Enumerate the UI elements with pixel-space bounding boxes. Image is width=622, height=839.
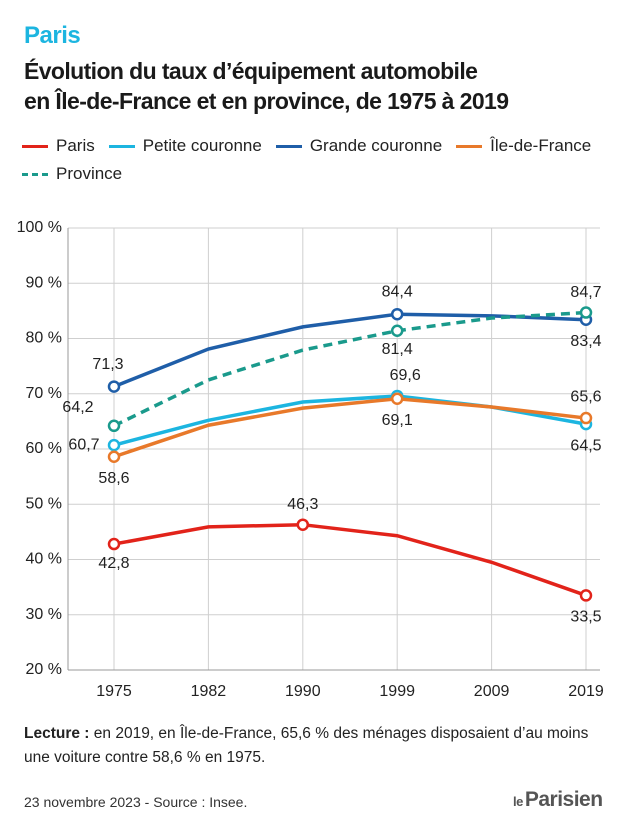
legend-item: Île-de-France bbox=[456, 136, 591, 156]
data-point bbox=[390, 324, 404, 338]
data-label: 46,3 bbox=[287, 496, 318, 513]
legend-swatch bbox=[108, 144, 135, 148]
legend-label: Petite couronne bbox=[142, 136, 262, 155]
data-label: 58,6 bbox=[98, 470, 129, 487]
y-tick-label: 100 % bbox=[17, 219, 62, 236]
source: 23 novembre 2023 - Source : Insee. bbox=[24, 794, 248, 810]
logo: leParisien bbox=[513, 788, 603, 812]
data-label: 84,7 bbox=[570, 284, 601, 301]
series-line bbox=[113, 396, 587, 459]
legend-item: Petite couronne bbox=[108, 136, 262, 156]
legend-swatch bbox=[22, 144, 48, 148]
data-label: 84,4 bbox=[382, 283, 413, 300]
legend-item: Paris bbox=[22, 136, 95, 156]
legend-label: Île-de-France bbox=[490, 136, 592, 155]
x-tick-label: 2019 bbox=[568, 683, 604, 700]
series-line bbox=[113, 522, 587, 598]
data-label: 33,5 bbox=[570, 609, 601, 626]
data-label: 65,6 bbox=[570, 388, 601, 405]
data-label: 69,6 bbox=[390, 367, 421, 384]
data-point bbox=[579, 411, 593, 425]
x-tick-label: 1990 bbox=[285, 683, 321, 700]
chart: 20 % 30 % 40 % 50 % 60 % 70 % 80 % 90 % 100 % 197… bbox=[17, 219, 604, 700]
data-label: 42,8 bbox=[98, 555, 129, 572]
y-tick-label: 90 % bbox=[26, 274, 62, 291]
x-tick-label: 1999 bbox=[379, 683, 415, 700]
x-tick-label: 1982 bbox=[191, 683, 227, 700]
legend-swatch bbox=[275, 144, 302, 148]
data-point bbox=[579, 306, 593, 319]
note: Lecture : en 2019, en Île-de-France, 65,… bbox=[24, 722, 609, 770]
note-text: en 2019, en Île-de-France, 65,6 % des mé… bbox=[24, 725, 589, 766]
legend-item: Grande couronne bbox=[275, 136, 443, 156]
data-label: 69,1 bbox=[382, 412, 413, 429]
legend-label: Grande couronne bbox=[309, 136, 443, 155]
y-tick-label: 20 % bbox=[26, 661, 62, 678]
x-tick-label: 2009 bbox=[474, 683, 510, 700]
note-label: Lecture : bbox=[24, 725, 90, 742]
data-label: 71,3 bbox=[92, 356, 123, 373]
legend-swatch bbox=[22, 172, 48, 176]
data-point bbox=[107, 419, 121, 433]
legend-swatch bbox=[456, 144, 483, 148]
kicker: Paris bbox=[24, 22, 81, 49]
logo-part: Parisien bbox=[524, 788, 603, 811]
chart-title: Évolution du taux d’équipement automobil… bbox=[24, 58, 478, 84]
data-label: 64,5 bbox=[570, 437, 601, 454]
data-label: 81,4 bbox=[382, 341, 413, 358]
data-point bbox=[579, 589, 593, 602]
y-tick-label: 60 % bbox=[26, 440, 62, 457]
data-point bbox=[107, 537, 121, 551]
data-label: 64,2 bbox=[62, 399, 93, 416]
data-label: 83,4 bbox=[570, 333, 601, 350]
data-point bbox=[296, 518, 310, 531]
y-tick-label: 40 % bbox=[26, 551, 62, 568]
chart-title: en Île-de-France et en province, de 1975… bbox=[24, 88, 509, 114]
data-point bbox=[390, 307, 404, 321]
x-tick-label: 1975 bbox=[96, 683, 132, 700]
legend-label: Paris bbox=[56, 136, 95, 155]
logo-part: le bbox=[513, 794, 523, 809]
data-point bbox=[390, 392, 404, 405]
data-point bbox=[107, 450, 121, 463]
y-tick-label: 80 % bbox=[26, 330, 62, 347]
y-tick-label: 70 % bbox=[26, 385, 62, 402]
y-tick-label: 50 % bbox=[26, 495, 62, 512]
series-line bbox=[113, 312, 587, 389]
legend-item: Province bbox=[22, 164, 122, 184]
legend-label: Province bbox=[56, 164, 123, 183]
series-line bbox=[113, 310, 587, 428]
data-label: 60,7 bbox=[68, 436, 99, 453]
y-tick-label: 30 % bbox=[26, 606, 62, 623]
data-point bbox=[107, 380, 121, 393]
data-point bbox=[107, 438, 121, 452]
legend: Paris Petite couronne Grande couronne Île-d… bbox=[22, 136, 622, 184]
